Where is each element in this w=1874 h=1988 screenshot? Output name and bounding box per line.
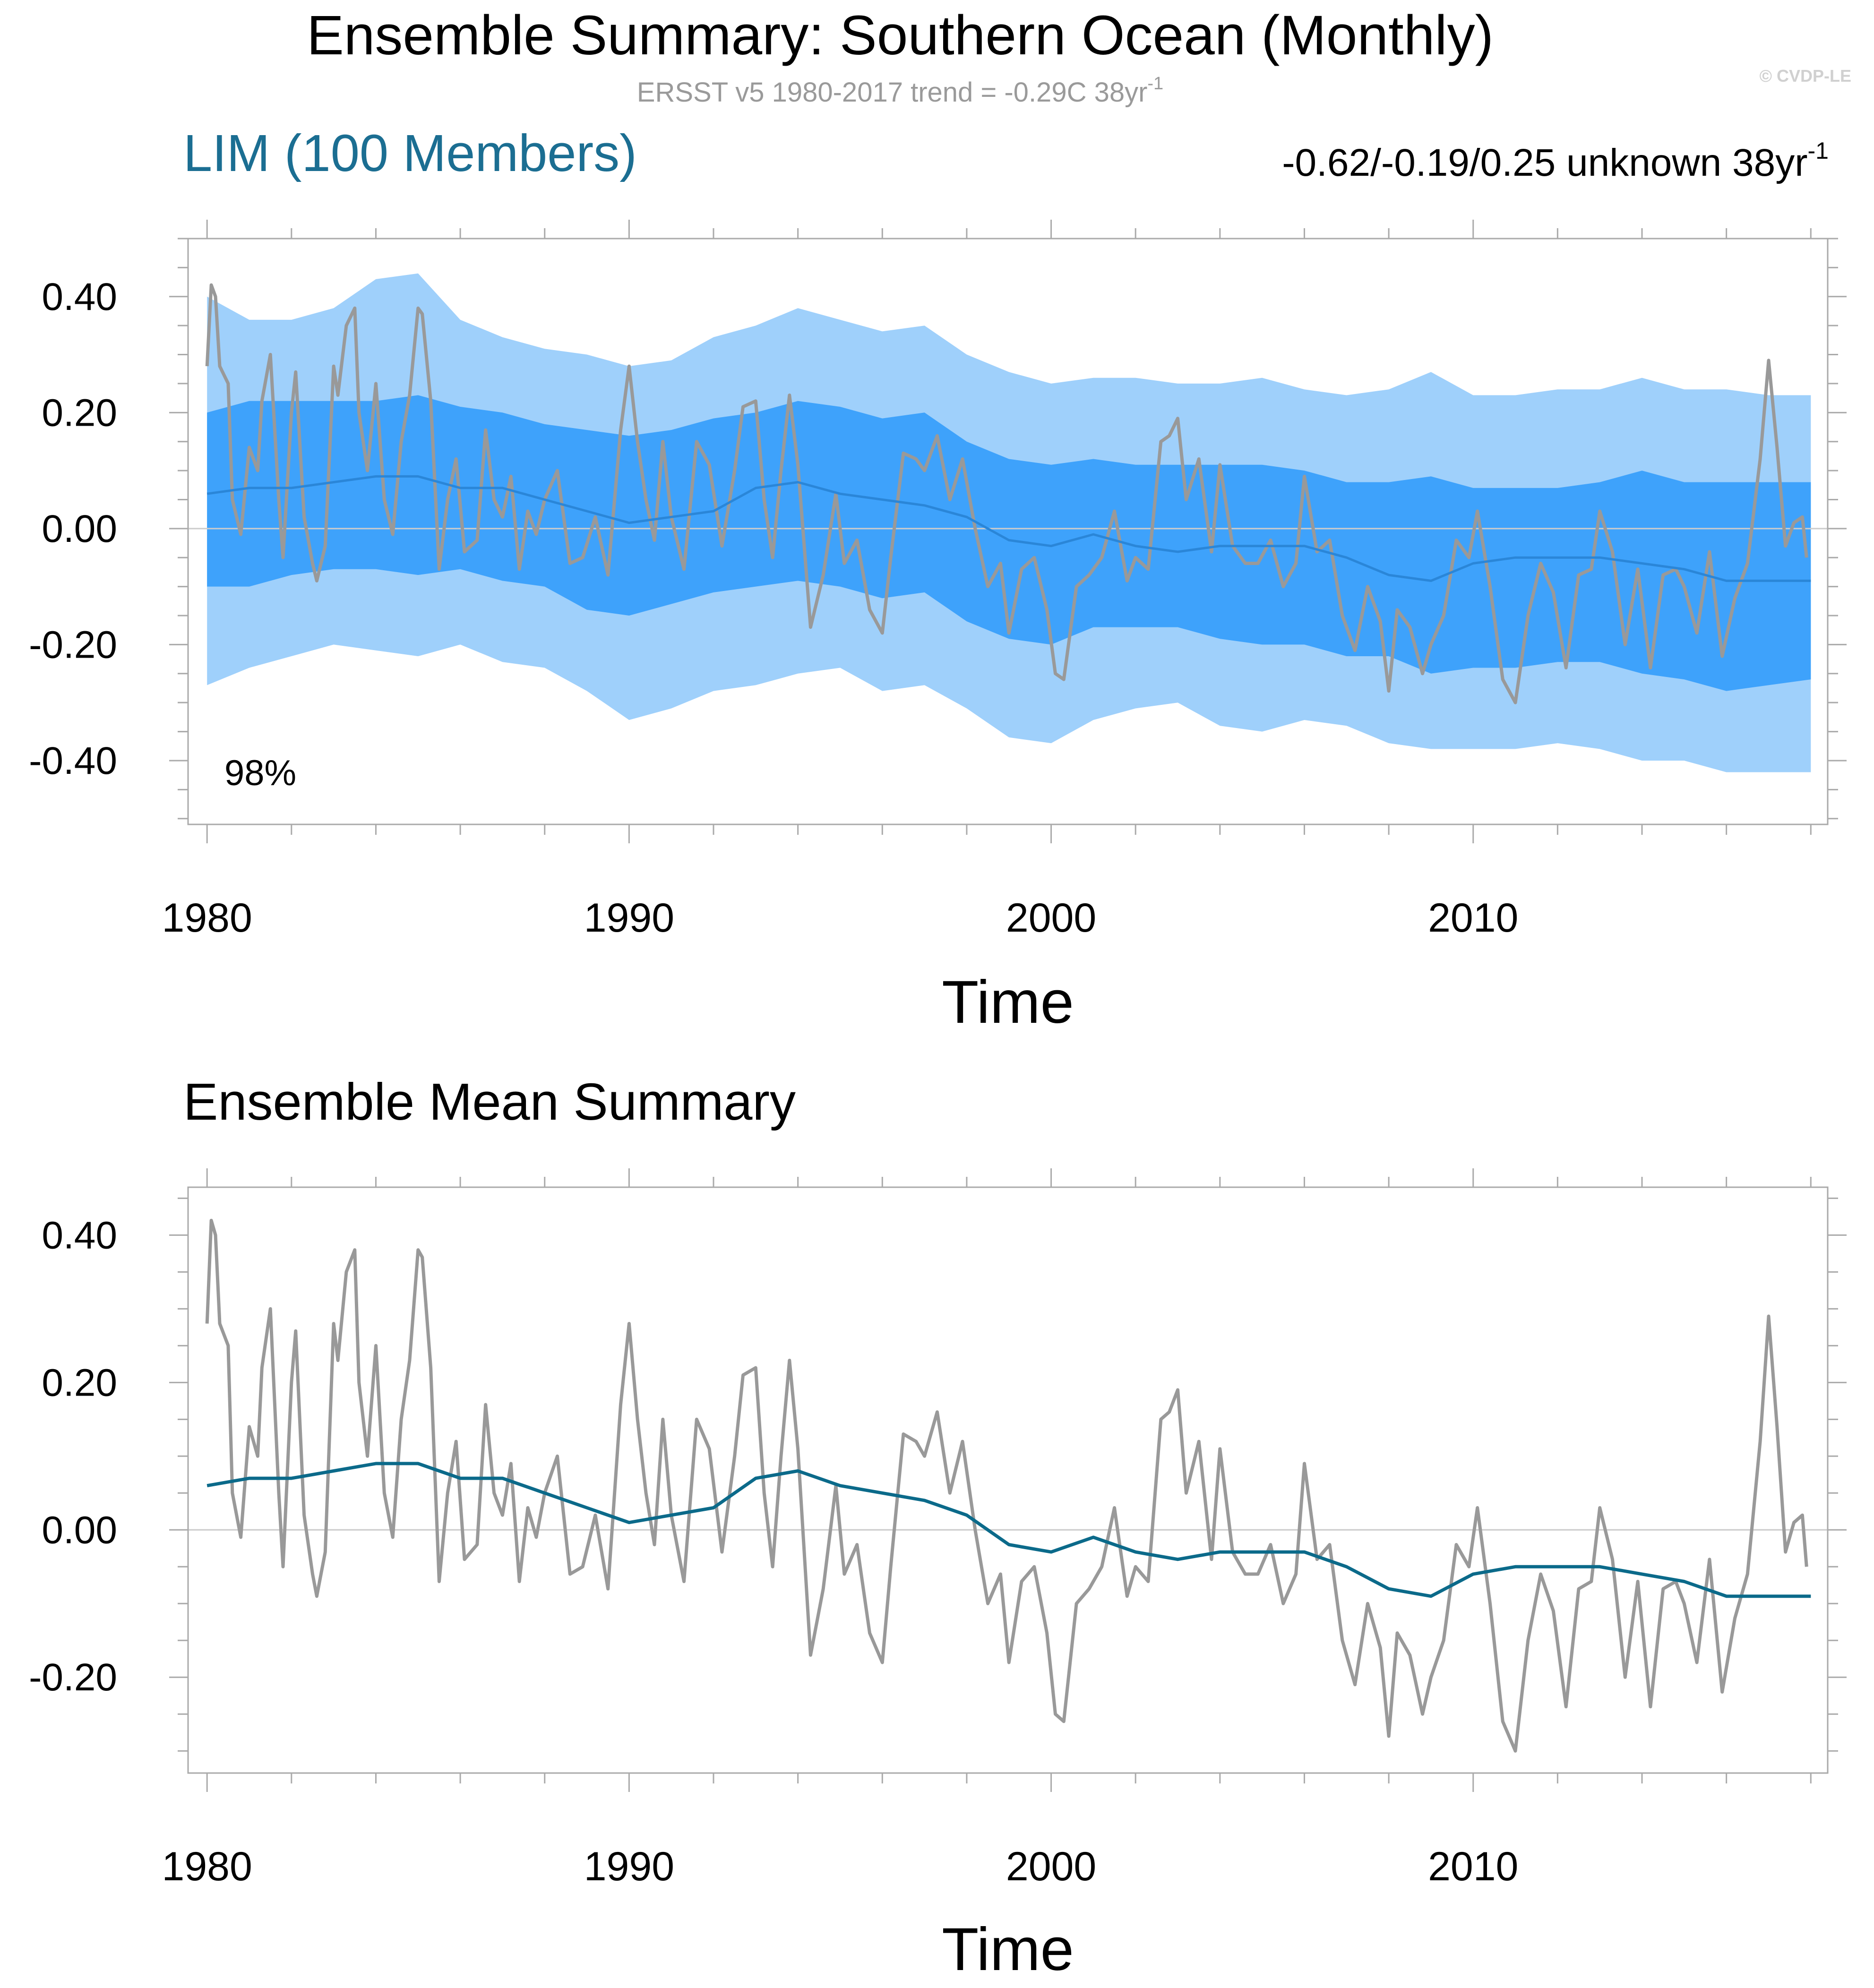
- top-y-tick-label: -0.20: [29, 623, 117, 666]
- watermark: © CVDP-LE: [1759, 66, 1851, 86]
- top-x-axis-label: Time: [942, 968, 1074, 1036]
- bottom-plot-frame: [187, 1186, 1829, 1774]
- top-y-tick-label: 0.20: [42, 391, 117, 434]
- bottom-y-tick-label: 0.40: [42, 1214, 117, 1257]
- top-x-tick-label: 1980: [162, 895, 252, 941]
- top-x-tick-label: 1990: [584, 895, 674, 941]
- bottom-y-tick-label: 0.00: [42, 1508, 117, 1551]
- top-panel-title: LIM (100 Members): [183, 124, 637, 182]
- top-ensemble-mean-line: [206, 475, 1811, 582]
- bottom-x-tick-label: 1980: [162, 1844, 252, 1889]
- bottom-panel: Ensemble Mean Summary 0.40 0.20 0.00 -0.20 1…: [29, 1073, 1847, 1983]
- bottom-series-group: [188, 1218, 1828, 1753]
- bottom-plot-area: 0.40 0.20 0.00 -0.20 1980 1990 2000 2010: [29, 1168, 1847, 1889]
- top-x-tick-label: 2000: [1006, 895, 1096, 941]
- figure-subtitle: ERSST v5 1980-2017 trend = -0.29C 38yr-1: [637, 74, 1163, 108]
- top-observations-line: [205, 283, 1808, 704]
- figure-title: Ensemble Summary: Southern Ocean (Monthl…: [307, 4, 1494, 67]
- top-inner-envelope-band: [207, 395, 1811, 691]
- bottom-x-tick-label: 1990: [584, 1844, 674, 1889]
- top-panel-right-label: -0.62/-0.19/0.25 unknown 38yr-1: [1282, 137, 1829, 184]
- top-plot-area: 0.40 0.20 0.00 -0.20 -0.40 1980 1990 2000 2010: [29, 220, 1847, 941]
- top-right-label-main: -0.62/-0.19/0.25 unknown 38yr: [1282, 141, 1807, 184]
- figure-subtitle-exp: -1: [1147, 74, 1163, 94]
- bottom-y-tick-label: -0.20: [29, 1656, 117, 1699]
- top-right-label-exp: -1: [1808, 137, 1829, 164]
- figure-subtitle-main: ERSST v5 1980-2017 trend = -0.29C 38yr: [637, 77, 1148, 108]
- top-y-tick-label: 0.40: [42, 275, 117, 318]
- bottom-x-tick-label: 2000: [1006, 1844, 1096, 1889]
- top-x-tick-label: 2010: [1428, 895, 1518, 941]
- top-annotation-percent: 98%: [224, 753, 296, 793]
- top-plot-frame: [187, 238, 1829, 825]
- top-series-group: [188, 273, 1828, 772]
- bottom-observations-line: [205, 1218, 1808, 1753]
- bottom-x-axis-label: Time: [942, 1916, 1074, 1983]
- top-y-tick-label: 0.00: [42, 507, 117, 550]
- top-y-tick-label: -0.40: [29, 739, 117, 782]
- bottom-x-tick-label: 2010: [1428, 1844, 1518, 1889]
- top-panel: LIM (100 Members) -0.62/-0.19/0.25 unkno…: [29, 124, 1847, 1036]
- bottom-panel-title: Ensemble Mean Summary: [183, 1073, 796, 1131]
- bottom-ensemble-mean-line: [206, 1462, 1811, 1598]
- bottom-y-tick-label: 0.20: [42, 1361, 117, 1404]
